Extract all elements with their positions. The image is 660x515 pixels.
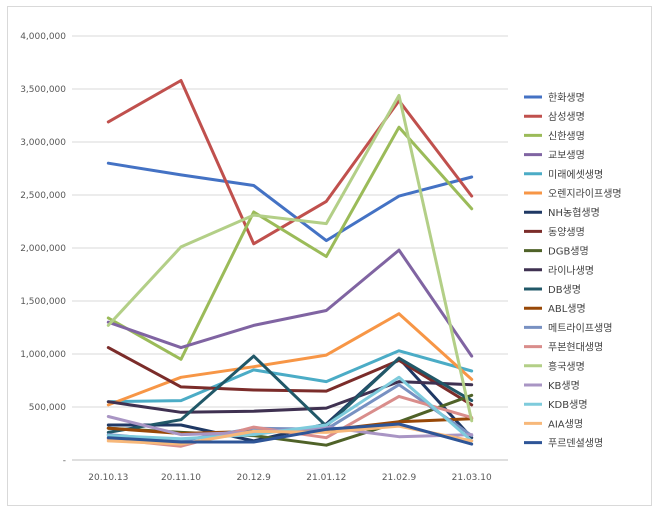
series-line	[106, 349, 474, 404]
y-tick-label: 4,000,000	[20, 32, 66, 42]
x-tick-label: 20.11.10	[161, 473, 201, 483]
legend-label: ABL생명	[548, 303, 586, 315]
legend-label: 흥국생명	[548, 360, 585, 373]
y-tick-label: 3,500,000	[20, 85, 66, 95]
series-line	[106, 375, 474, 443]
y-axis-ticks: - 500,000 1,000,000 1,500,000 2,000,000 2,500…	[20, 32, 66, 466]
series-line	[106, 380, 474, 414]
series-line	[106, 248, 474, 358]
legend-label: 푸본현대생명	[548, 342, 603, 354]
series-line	[106, 79, 474, 246]
series-line	[106, 422, 474, 446]
legend-label: 교보생명	[548, 150, 585, 162]
legend-label: 신한생명	[548, 130, 585, 142]
legend-label: AIA생명	[548, 418, 583, 430]
legend-label: DB생명	[548, 284, 581, 296]
series-line	[106, 125, 474, 361]
y-tick-label: 3,000,000	[20, 138, 66, 148]
x-tick-label: 21.01.12	[306, 473, 346, 483]
legend-label: 삼성생명	[548, 111, 585, 123]
series-lines	[106, 79, 474, 448]
x-tick-label: 21.03.10	[452, 473, 492, 483]
legend-label: 오렌지라이프생명	[548, 188, 622, 200]
y-tick-label: 1,500,000	[20, 297, 66, 307]
y-tick-label: 2,500,000	[20, 191, 66, 201]
x-tick-label: 20.12.9	[236, 473, 271, 483]
series-line	[106, 93, 474, 423]
legend-label: 미래에셋생명	[548, 169, 603, 181]
legend-label: KB생명	[548, 380, 580, 392]
legend-label: 푸르덴셜생명	[548, 438, 603, 450]
legend-label: 메트라이프생명	[548, 322, 612, 334]
legend-label: DGB생명	[548, 246, 589, 258]
legend-label: 라이나생명	[548, 265, 594, 277]
series-line	[106, 354, 474, 434]
y-tick-label: 2,000,000	[20, 244, 66, 254]
gridlines	[72, 35, 508, 461]
legend-label: 동양생명	[548, 226, 585, 238]
x-tick-label: 20.10.13	[88, 473, 128, 483]
y-tick-label: 500,000	[29, 403, 66, 413]
legend-label: KDB생명	[548, 399, 588, 411]
x-axis-ticks: 20.10.13 20.11.10 20.12.9 21.01.12 21.02.9 21…	[88, 473, 492, 483]
y-tick-label: 1,000,000	[20, 350, 66, 360]
legend-label: NH농협생명	[548, 206, 600, 219]
y-tick-label: -	[63, 456, 66, 466]
legend-label: 한화생명	[548, 92, 585, 104]
x-tick-label: 21.02.9	[382, 473, 417, 483]
series-line	[106, 161, 474, 243]
